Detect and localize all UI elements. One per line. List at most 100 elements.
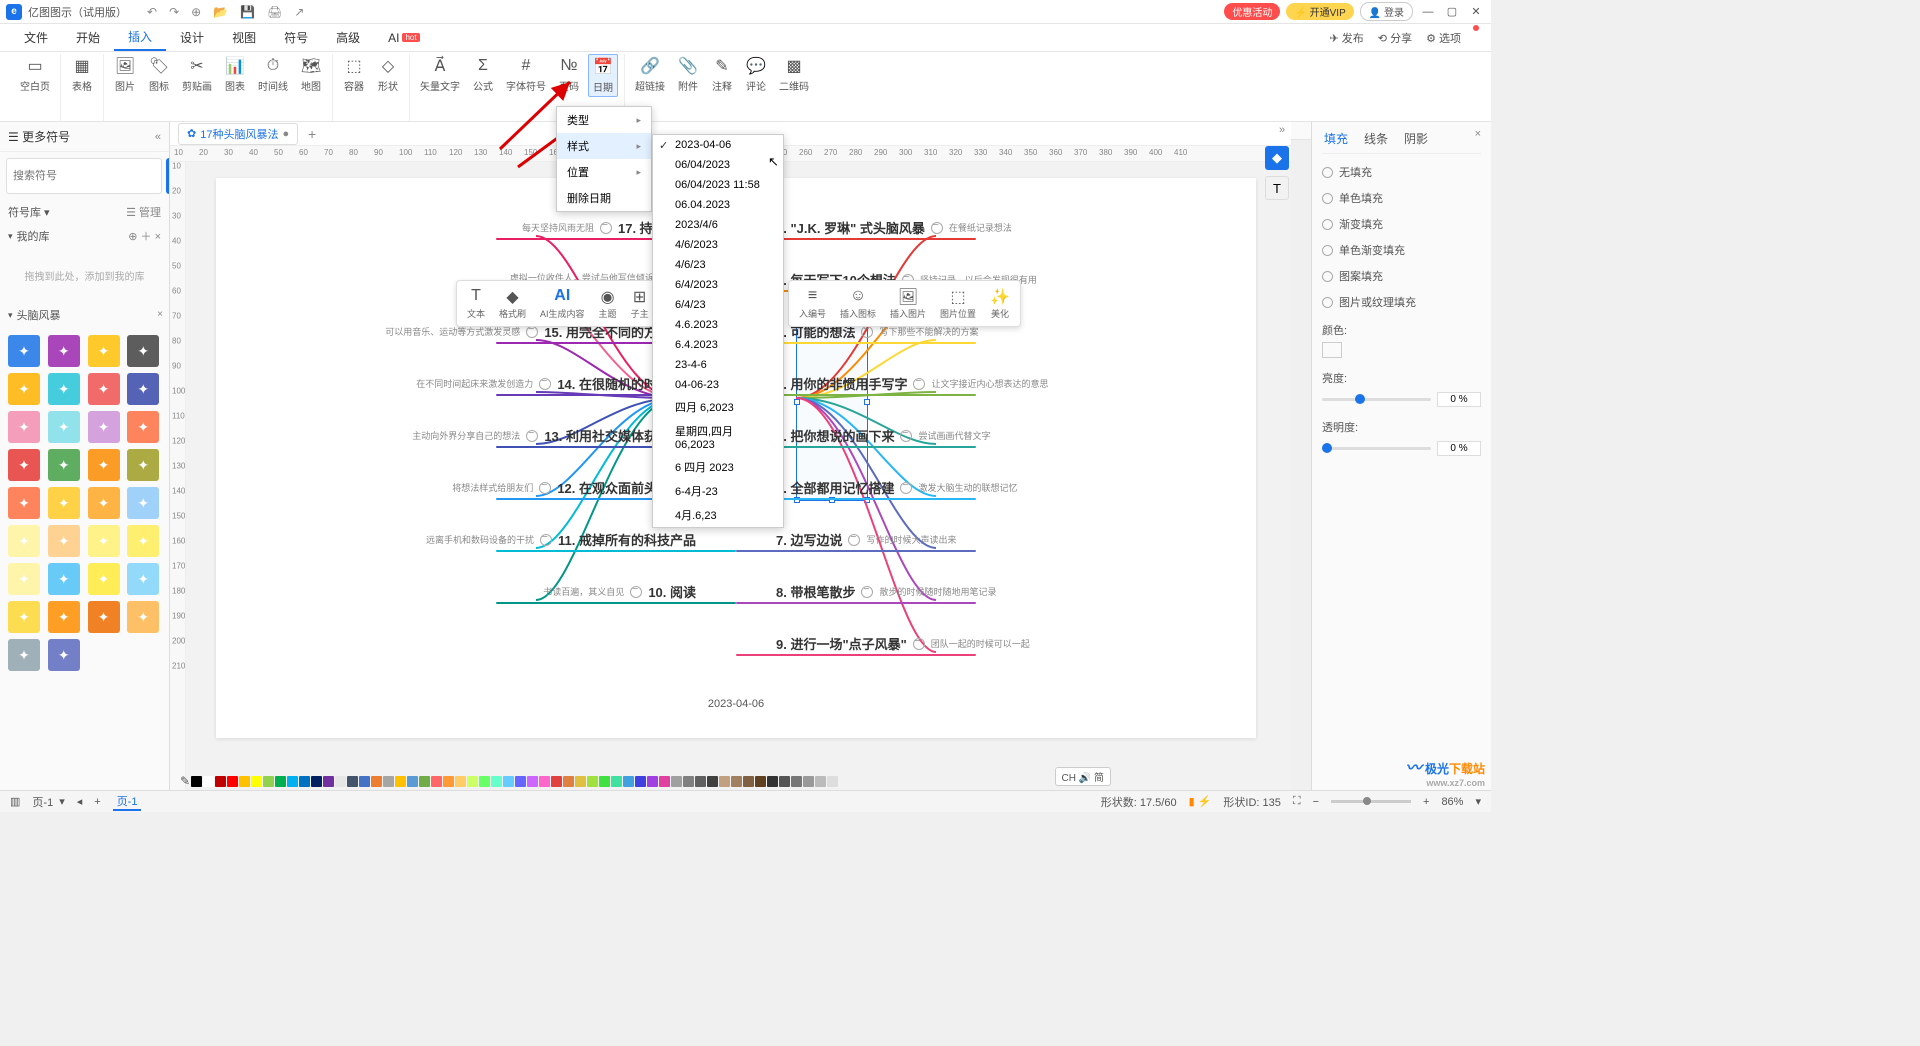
dropdown-item-位置[interactable]: 位置▸ [557, 159, 651, 185]
page-label[interactable]: 页-1 [32, 794, 53, 810]
symbol-item[interactable]: ✦ [127, 601, 159, 633]
undo-icon[interactable]: ↶ [147, 5, 157, 19]
color-swatch[interactable] [695, 776, 706, 787]
symbol-library-header[interactable]: 符号库 ▾ ☰ 管理 [0, 200, 169, 224]
float-主题[interactable]: ◉主题 [593, 285, 623, 322]
color-swatch[interactable] [815, 776, 826, 787]
color-swatch[interactable] [503, 776, 514, 787]
print-icon[interactable]: 🖨 [267, 5, 282, 19]
symbol-item[interactable]: ✦ [88, 373, 120, 405]
symbol-item[interactable]: ✦ [48, 487, 80, 519]
ribbon-表格[interactable]: ▦表格 [67, 54, 97, 95]
symbol-item[interactable]: ✦ [8, 601, 40, 633]
date-format-option[interactable]: 2023-04-06 [653, 135, 783, 155]
color-swatch[interactable] [323, 776, 334, 787]
fill-option[interactable]: 单色填充 [1322, 190, 1481, 206]
mylib-header[interactable]: ▾ 我的库 ⊕ ＋ × [0, 224, 169, 248]
new-icon[interactable]: ⊕ [191, 5, 201, 19]
date-format-option[interactable]: 6/4/2023 [653, 275, 783, 295]
ribbon-剪贴画[interactable]: ✂剪贴画 [178, 54, 216, 95]
color-swatch[interactable] [239, 776, 250, 787]
page-dropdown-icon[interactable]: ▾ [59, 795, 65, 808]
color-swatch[interactable] [395, 776, 406, 787]
color-swatch[interactable] [383, 776, 394, 787]
symbol-item[interactable]: ✦ [88, 335, 120, 367]
color-swatch[interactable] [575, 776, 586, 787]
eyedropper-icon[interactable]: ✎ [180, 774, 190, 788]
mindmap-node[interactable]: 4. 用你的非惯用手写字让文字接近内心想表达的意思 [776, 374, 1048, 393]
text-mode-button[interactable]: T [1265, 176, 1289, 200]
maximize-button[interactable]: ▢ [1443, 5, 1461, 18]
symbol-item[interactable]: ✦ [8, 335, 40, 367]
brainstorm-header[interactable]: ▾ 头脑风暴 × [0, 303, 169, 327]
symbol-item[interactable]: ✦ [127, 449, 159, 481]
doc-tab-active[interactable]: ✿ 17种头脑风暴法 ● [178, 123, 298, 145]
float-格式刷[interactable]: ◆格式刷 [493, 285, 532, 322]
fill-option[interactable]: 无填充 [1322, 164, 1481, 180]
close-button[interactable]: ✕ [1467, 5, 1485, 18]
open-icon[interactable]: 📂 [213, 5, 228, 19]
mindmap-node[interactable]: 8. 带根笔散步散步的时候随时随地用笔记录 [776, 582, 996, 601]
menu-视图[interactable]: 视图 [218, 25, 270, 50]
color-swatch[interactable] [743, 776, 754, 787]
color-swatch[interactable] [563, 776, 574, 787]
symbol-item[interactable]: ✦ [8, 525, 40, 557]
symbol-item[interactable]: ✦ [8, 563, 40, 595]
fill-option[interactable]: 图案填充 [1322, 268, 1481, 284]
symbol-item[interactable]: ✦ [48, 335, 80, 367]
menu-AI[interactable]: AIhot [374, 27, 433, 49]
mindmap-node[interactable]: 5. 把你想说的画下来尝试画画代替文字 [776, 426, 990, 445]
fill-option[interactable]: 渐变填充 [1322, 216, 1481, 232]
ribbon-评论[interactable]: 💬评论 [741, 54, 771, 95]
float-入编号[interactable]: ≡入编号 [793, 285, 832, 322]
color-swatch[interactable] [683, 776, 694, 787]
zoom-out-icon[interactable]: − [1313, 796, 1319, 808]
tab-shadow[interactable]: 阴影 [1402, 128, 1430, 149]
color-swatch[interactable] [347, 776, 358, 787]
float-AI生成内容[interactable]: AIAI生成内容 [534, 285, 591, 322]
symbol-item[interactable]: ✦ [48, 373, 80, 405]
color-swatch[interactable] [251, 776, 262, 787]
float-图片位置[interactable]: ⬚图片位置 [934, 285, 982, 322]
menu-符号[interactable]: 符号 [270, 25, 322, 50]
color-swatch[interactable] [203, 776, 214, 787]
symbol-item[interactable]: ✦ [88, 449, 120, 481]
float-文本[interactable]: T文本 [461, 285, 491, 322]
color-swatch[interactable] [275, 776, 286, 787]
date-format-option[interactable]: 06.04.2023 [653, 195, 783, 215]
date-format-option[interactable]: 4.6.2023 [653, 315, 783, 335]
opacity-value[interactable]: 0 % [1437, 441, 1481, 456]
ribbon-附件[interactable]: 📎附件 [673, 54, 703, 95]
color-swatch[interactable] [719, 776, 730, 787]
login-badge[interactable]: 👤 登录 [1360, 2, 1413, 21]
color-swatch[interactable] [647, 776, 658, 787]
symbol-item[interactable]: ✦ [127, 411, 159, 443]
ribbon-二维码[interactable]: ▩二维码 [775, 54, 813, 95]
add-tab-button[interactable]: + [304, 126, 320, 142]
color-swatch[interactable] [191, 776, 202, 787]
menubar-right-item[interactable]: ⚙ 选项 [1426, 30, 1461, 46]
date-format-option[interactable]: 4/6/2023 [653, 235, 783, 255]
symbol-item[interactable]: ✦ [88, 563, 120, 595]
date-format-option[interactable]: 4月.6,23 [653, 503, 783, 527]
layout-icon[interactable]: ▥ [10, 795, 20, 808]
dropdown-item-样式[interactable]: 样式▸ [557, 133, 651, 159]
color-swatch[interactable] [707, 776, 718, 787]
color-swatch[interactable] [611, 776, 622, 787]
color-swatch[interactable] [455, 776, 466, 787]
color-swatch[interactable] [311, 776, 322, 787]
ribbon-日期[interactable]: 📅日期 [588, 54, 618, 97]
color-swatch[interactable] [515, 776, 526, 787]
prev-page-icon[interactable]: ◂ [77, 795, 83, 808]
symbol-item[interactable]: ✦ [48, 639, 80, 671]
color-swatch[interactable] [551, 776, 562, 787]
fill-option[interactable]: 单色渐变填充 [1322, 242, 1481, 258]
date-format-option[interactable]: 6 四月 2023 [653, 455, 783, 479]
add-page-icon[interactable]: + [94, 796, 100, 808]
color-swatch[interactable] [335, 776, 346, 787]
date-format-option[interactable]: 四月 6,2023 [653, 395, 783, 419]
mindmap-node[interactable]: 1. "J.K. 罗琳" 式头脑风暴在餐纸记录想法 [776, 218, 1012, 237]
symbol-item[interactable]: ✦ [88, 525, 120, 557]
symbol-item[interactable]: ✦ [48, 411, 80, 443]
color-swatch[interactable] [731, 776, 742, 787]
